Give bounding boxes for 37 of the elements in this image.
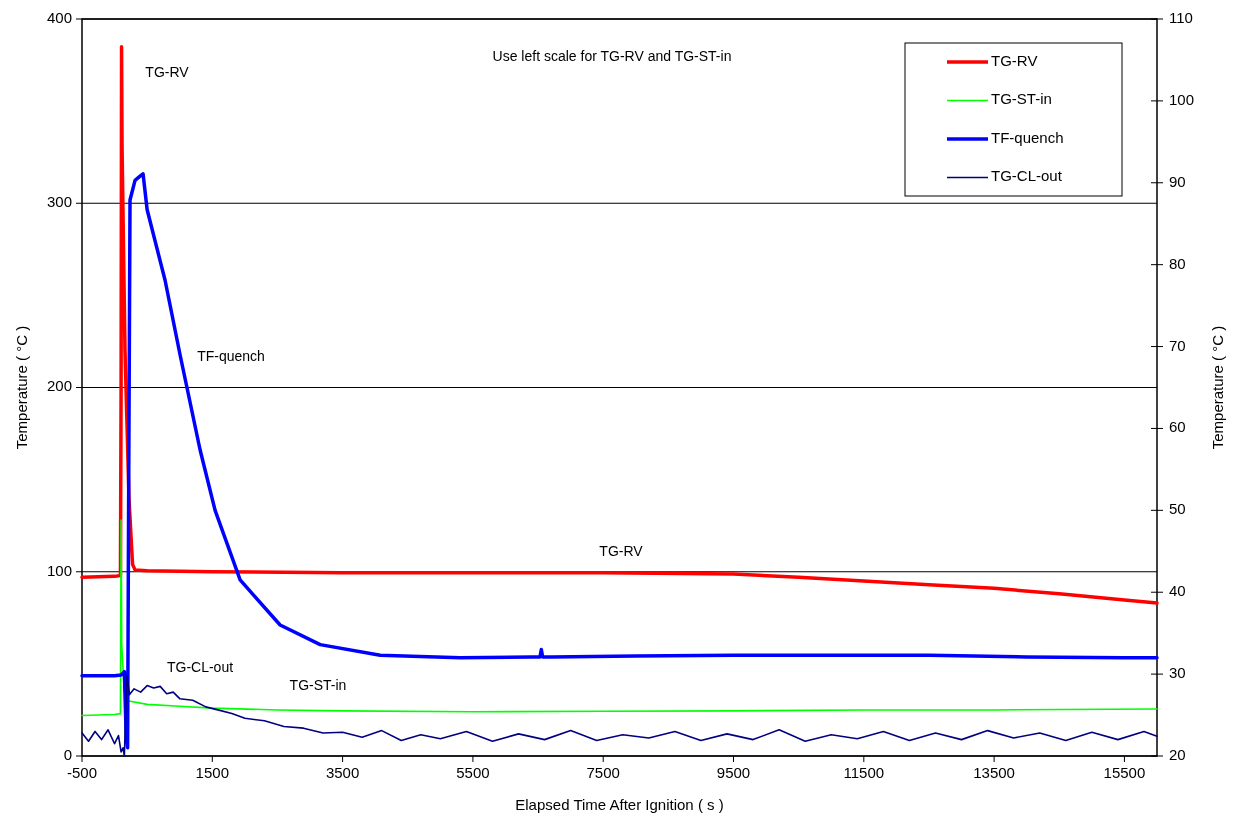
x-tick-label: 9500 — [716, 764, 751, 781]
x-axis-title: Elapsed Time After Ignition ( s ) — [515, 796, 724, 813]
y2-tick-label: 30 — [1169, 664, 1186, 682]
x-tick-label: 11500 — [843, 764, 885, 781]
annotation: TG-RV — [145, 63, 190, 80]
y-tick-label: 300 — [46, 193, 72, 211]
y2-tick-label: 60 — [1169, 418, 1186, 436]
legend-label: TG-RV — [991, 51, 1038, 69]
y2-tick-label: 80 — [1169, 254, 1186, 272]
annotation: TG-CL-out — [166, 658, 234, 675]
y2-axis-title: Temperature ( °C ) — [1209, 325, 1226, 450]
legend-label: TG-CL-out — [991, 167, 1063, 185]
annotation: TG-RV — [599, 542, 644, 559]
y2-tick-label: 100 — [1169, 90, 1195, 108]
x-tick-label: 15500 — [1103, 764, 1146, 781]
y-tick-label: 100 — [46, 561, 72, 579]
y2-tick-label: 70 — [1169, 336, 1186, 354]
y2-tick-label: 90 — [1169, 172, 1186, 190]
y2-tick-label: 110 — [1169, 8, 1193, 26]
annotation: TG-ST-in — [289, 676, 347, 693]
legend-label: TG-ST-in — [991, 90, 1052, 108]
x-tick-label: 3500 — [325, 764, 360, 781]
x-tick-label: 5500 — [456, 764, 490, 781]
annotation: TF-quench — [197, 347, 265, 364]
y-tick-label: 0 — [63, 745, 72, 763]
x-tick-label: 1500 — [195, 764, 229, 781]
legend-label: TF-quench — [991, 128, 1064, 146]
x-tick-label: 13500 — [973, 764, 1015, 781]
y-tick-label: 200 — [46, 377, 72, 395]
x-tick-label: 7500 — [586, 764, 620, 781]
y-axis-title: Temperature ( °C ) — [13, 325, 30, 450]
y2-tick-label: 50 — [1169, 500, 1186, 518]
x-tick-label: -500 — [66, 764, 98, 781]
y-tick-label: 400 — [46, 8, 72, 26]
y2-tick-label: 40 — [1169, 582, 1186, 600]
annotation: Use left scale for TG-RV and TG-ST-in — [492, 47, 732, 64]
y2-tick-label: 20 — [1169, 745, 1186, 763]
